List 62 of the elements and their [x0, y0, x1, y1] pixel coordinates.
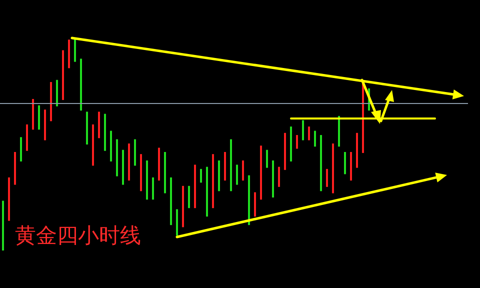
candlestick — [176, 209, 178, 236]
candlestick — [116, 139, 118, 176]
candlestick — [338, 116, 340, 147]
candlestick — [206, 166, 208, 217]
candlestick — [296, 135, 298, 149]
candlestick — [344, 152, 346, 174]
candlestick — [164, 152, 166, 194]
candlestick — [110, 130, 112, 162]
candlestick — [212, 154, 214, 208]
candlestick — [14, 152, 16, 185]
candlestick — [224, 152, 226, 181]
candlestick — [284, 132, 286, 170]
candlestick — [104, 114, 106, 151]
candlestick — [92, 124, 94, 166]
candlestick — [158, 148, 160, 181]
candlestick — [44, 110, 46, 140]
candlestick — [182, 186, 184, 228]
candlestick — [140, 154, 142, 192]
candlestick — [122, 150, 124, 185]
candlestick — [170, 177, 172, 226]
candlestick — [188, 186, 190, 208]
candlestick — [272, 160, 274, 198]
candlestick — [362, 82, 364, 153]
candlestick — [302, 120, 304, 140]
candlestick — [8, 177, 10, 221]
candlestick — [200, 168, 202, 183]
candlestick — [80, 58, 82, 111]
candlestick — [86, 112, 88, 144]
candlestick — [254, 192, 256, 217]
candlestick — [356, 132, 358, 168]
candlestick — [146, 160, 148, 200]
candlestick — [266, 150, 268, 168]
candlestick — [332, 144, 334, 194]
candlestick — [32, 98, 34, 130]
candlestick — [320, 135, 322, 192]
candlestick — [278, 166, 280, 187]
candlestick — [230, 139, 232, 192]
candlestick — [350, 152, 352, 181]
candlestick — [194, 164, 196, 208]
candlestick — [20, 137, 22, 162]
candlestick — [26, 124, 28, 151]
text: 黄金四小时线 — [15, 224, 141, 248]
candlestick — [2, 200, 4, 250]
candlestick — [50, 82, 52, 122]
candlestick — [134, 139, 136, 166]
candlestick — [290, 126, 292, 162]
candlestick — [62, 50, 64, 100]
candlestick — [128, 144, 130, 181]
candlestick — [152, 177, 154, 200]
candlestick — [260, 146, 262, 200]
candlestick — [242, 160, 244, 181]
candlestick — [326, 168, 328, 187]
candlestick — [314, 130, 316, 147]
candlestick — [218, 160, 220, 192]
candlestick — [68, 40, 70, 68]
candlestick — [56, 80, 58, 106]
candlestick — [236, 164, 238, 185]
candlestick — [308, 126, 310, 140]
candlestick — [98, 112, 100, 138]
candlestick — [74, 38, 76, 62]
candlestick — [248, 175, 250, 226]
candlestick — [38, 105, 40, 130]
